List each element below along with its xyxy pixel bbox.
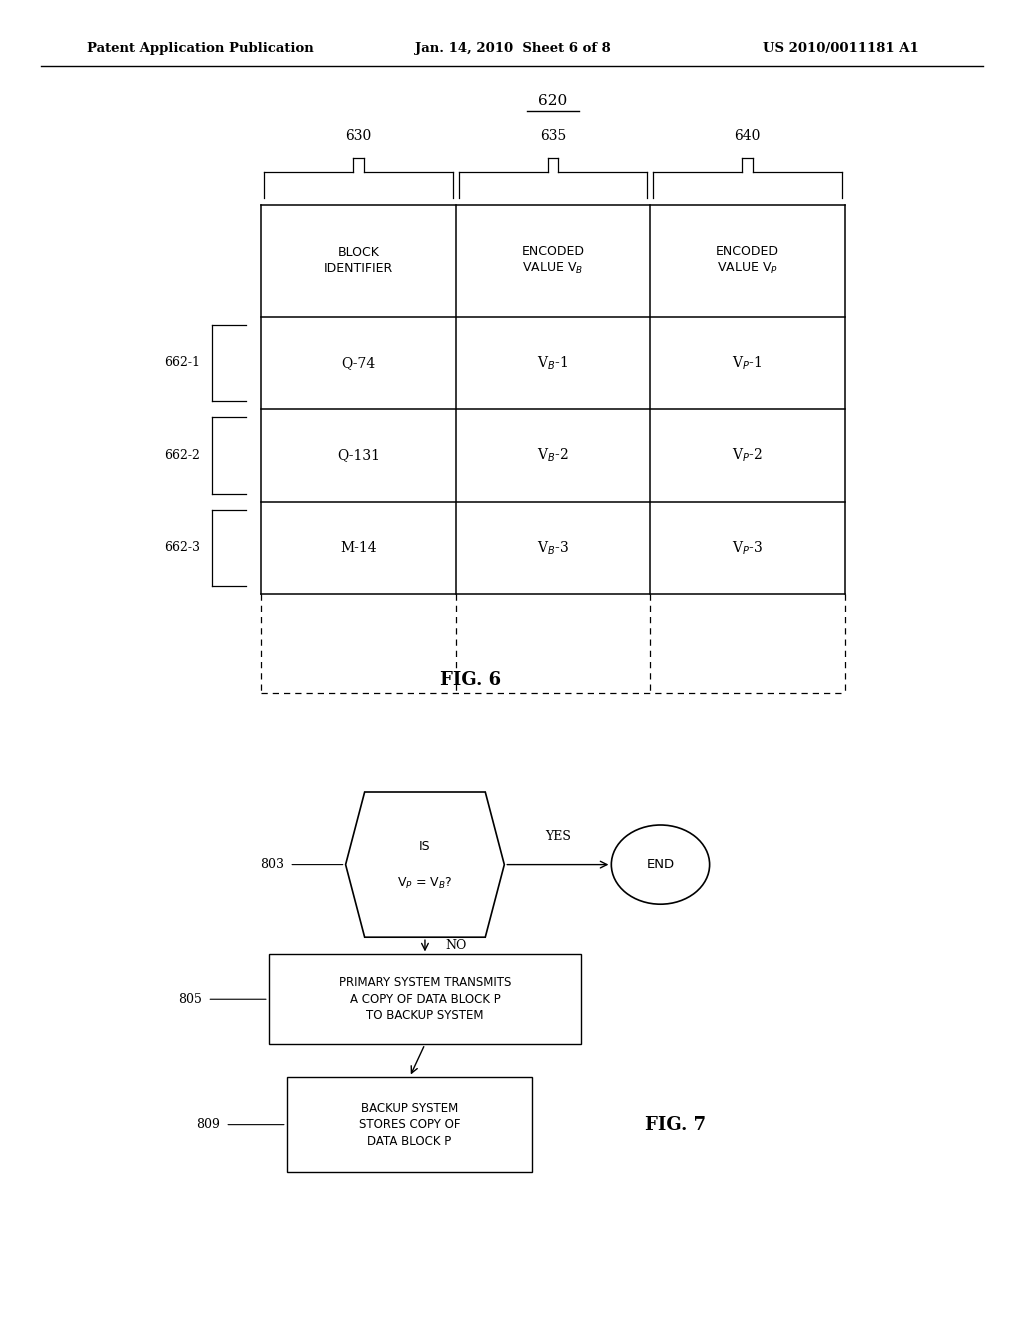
Text: 640: 640 — [734, 128, 761, 143]
Text: V$_P$-3: V$_P$-3 — [732, 539, 763, 557]
FancyBboxPatch shape — [268, 954, 581, 1044]
Text: FIG. 7: FIG. 7 — [645, 1115, 707, 1134]
Text: V$_P$-2: V$_P$-2 — [732, 446, 763, 465]
Text: Jan. 14, 2010  Sheet 6 of 8: Jan. 14, 2010 Sheet 6 of 8 — [415, 42, 610, 55]
Text: BACKUP SYSTEM
STORES COPY OF
DATA BLOCK P: BACKUP SYSTEM STORES COPY OF DATA BLOCK … — [358, 1102, 461, 1147]
Text: PRIMARY SYSTEM TRANSMITS
A COPY OF DATA BLOCK P
TO BACKUP SYSTEM: PRIMARY SYSTEM TRANSMITS A COPY OF DATA … — [339, 977, 511, 1022]
Text: END: END — [646, 858, 675, 871]
Text: V$_B$-3: V$_B$-3 — [537, 539, 569, 557]
Text: V$_P$ = V$_B$?: V$_P$ = V$_B$? — [397, 875, 453, 891]
Text: FIG. 6: FIG. 6 — [440, 671, 502, 689]
Text: ENCODED
VALUE V$_B$: ENCODED VALUE V$_B$ — [521, 246, 585, 276]
Text: YES: YES — [545, 830, 570, 843]
Text: US 2010/0011181 A1: US 2010/0011181 A1 — [763, 42, 919, 55]
Text: IS: IS — [419, 840, 431, 853]
Text: 662-3: 662-3 — [164, 541, 200, 554]
Text: 662-1: 662-1 — [164, 356, 200, 370]
Text: 805: 805 — [178, 993, 202, 1006]
Text: Q-131: Q-131 — [337, 449, 380, 462]
Text: M-14: M-14 — [340, 541, 377, 554]
Text: ENCODED
VALUE V$_P$: ENCODED VALUE V$_P$ — [716, 246, 779, 276]
Text: Q-74: Q-74 — [341, 356, 376, 370]
Text: V$_B$-1: V$_B$-1 — [538, 354, 568, 372]
Text: 620: 620 — [539, 94, 567, 108]
Text: 803: 803 — [260, 858, 284, 871]
Text: 809: 809 — [197, 1118, 220, 1131]
Ellipse shape — [611, 825, 710, 904]
Text: NO: NO — [445, 940, 467, 952]
Text: BLOCK
IDENTIFIER: BLOCK IDENTIFIER — [324, 247, 393, 275]
Polygon shape — [345, 792, 504, 937]
FancyBboxPatch shape — [287, 1077, 532, 1172]
Text: 662-2: 662-2 — [164, 449, 200, 462]
Text: V$_P$-1: V$_P$-1 — [732, 354, 763, 372]
Text: 635: 635 — [540, 128, 566, 143]
Text: Patent Application Publication: Patent Application Publication — [87, 42, 313, 55]
Text: 630: 630 — [345, 128, 372, 143]
Text: V$_B$-2: V$_B$-2 — [538, 446, 568, 465]
